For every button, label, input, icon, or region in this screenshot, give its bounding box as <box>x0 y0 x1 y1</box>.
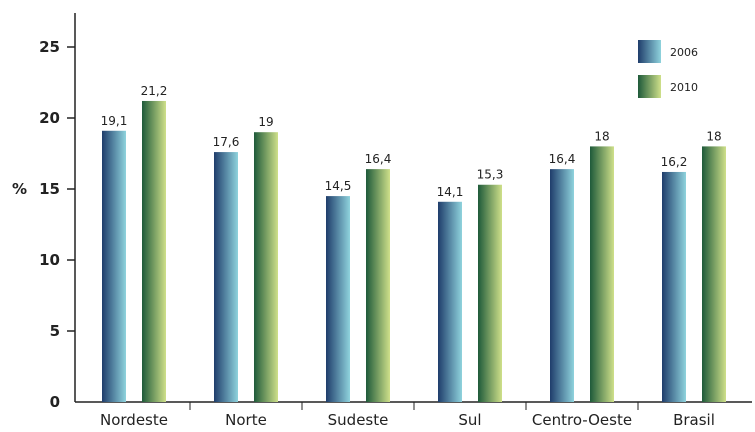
y-tick-label: 20 <box>39 109 60 127</box>
x-category-label: Sudeste <box>328 411 389 428</box>
bars: 19,1 21,2 17,6 19 14,5 16,4 14,1 15,3 16,4 18 16,2… <box>101 84 726 403</box>
bar-2006-sul <box>438 201 462 402</box>
bar-value-label: 14,5 <box>325 179 352 193</box>
bar-value-label: 19,1 <box>101 114 128 128</box>
bar-value-label: 16,4 <box>549 152 576 166</box>
y-tick-label: 0 <box>50 393 60 411</box>
bar-value-label: 18 <box>594 129 609 143</box>
bar-value-label: 19 <box>258 115 273 129</box>
bar-value-label: 21,2 <box>141 84 168 98</box>
legend-label-2006: 2006 <box>670 46 698 59</box>
bar-value-label: 16,2 <box>661 155 688 169</box>
bar-2006-brasil <box>662 171 686 402</box>
bar-2010-brasil <box>702 146 726 402</box>
axes: 0 5 10 15 20 25 Nordeste Norte Sudeste Sul Centro-… <box>39 13 752 429</box>
bar-value-label: 18 <box>706 129 721 143</box>
y-tick-label: 5 <box>50 322 60 340</box>
bar-2006-sudeste <box>326 196 350 402</box>
y-axis-unit-label: % <box>12 180 27 198</box>
legend-label-2010: 2010 <box>670 81 698 94</box>
x-category-label: Norte <box>225 411 267 428</box>
x-category-label: Centro-Oeste <box>532 411 632 428</box>
x-category-label: Nordeste <box>100 411 168 428</box>
bar-2010-norte <box>254 132 278 402</box>
bar-value-label: 15,3 <box>477 168 504 182</box>
x-category-label: Sul <box>458 411 481 428</box>
bar-value-label: 17,6 <box>213 135 240 149</box>
legend-swatch-2006 <box>638 40 661 63</box>
bar-value-label: 14,1 <box>437 185 464 199</box>
legend-swatch-2010 <box>638 75 661 98</box>
legend: 2006 2010 <box>638 40 698 98</box>
bar-2010-sul <box>478 184 502 402</box>
bar-2010-nordeste <box>142 100 166 403</box>
bar-value-label: 16,4 <box>365 152 392 166</box>
bar-2006-centro-oeste <box>550 169 574 402</box>
bar-2010-sudeste <box>366 169 390 402</box>
bar-2006-nordeste <box>102 130 126 402</box>
y-tick-label: 10 <box>39 251 60 269</box>
y-tick-label: 25 <box>39 38 60 56</box>
bar-2010-centro-oeste <box>590 146 614 402</box>
y-tick-label: 15 <box>39 180 60 198</box>
bar-2006-norte <box>214 152 238 402</box>
x-category-label: Brasil <box>673 411 715 428</box>
